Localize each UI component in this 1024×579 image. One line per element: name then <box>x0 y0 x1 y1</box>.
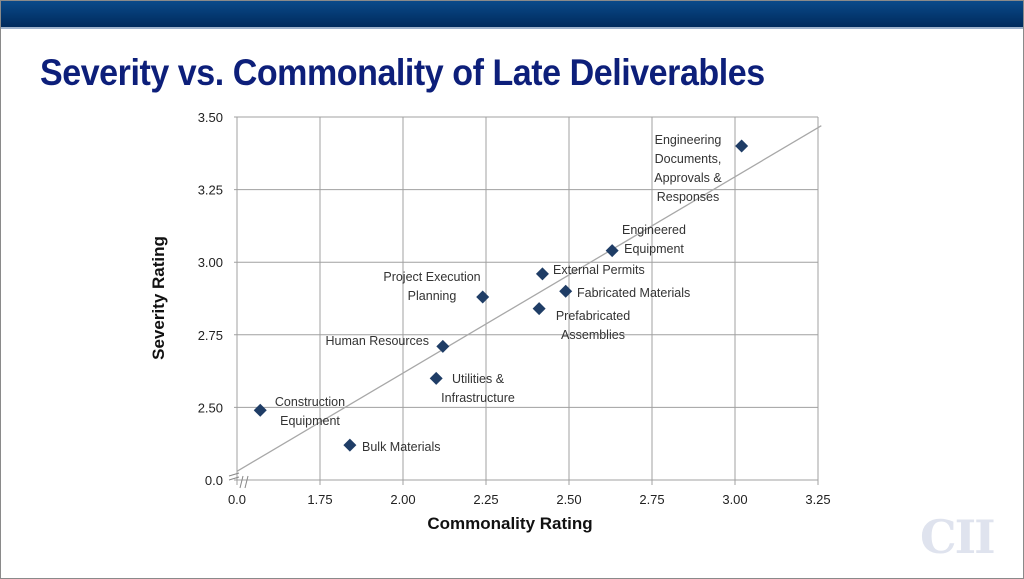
data-point-diamond <box>476 290 490 304</box>
data-label-line: Responses <box>657 190 720 204</box>
data-label-line: Construction <box>275 395 345 409</box>
y-tick-label: 3.00 <box>198 255 223 270</box>
data-label-line: Approvals & <box>654 171 722 185</box>
x-tick-label: 2.00 <box>390 492 415 507</box>
data-point-diamond <box>253 403 267 417</box>
x-tick-label: 2.75 <box>639 492 664 507</box>
data-label: Bulk Materials <box>362 440 441 454</box>
trendline <box>236 125 822 472</box>
y-tick-label: 2.50 <box>198 400 223 415</box>
data-point-diamond <box>532 302 546 316</box>
tick-labels: 0.0 1.75 2.00 2.25 2.50 2.75 3.00 3.25 0.0 2.50 2.… <box>198 110 831 507</box>
point-labels: Construction Equipment Bulk Materials Human… <box>275 133 722 454</box>
data-point-diamond <box>429 371 443 385</box>
data-label-line: Documents, <box>655 152 722 166</box>
header-bar <box>1 1 1023 29</box>
data-label-line: Human Resources <box>325 334 429 348</box>
data-label-line: Fabricated Materials <box>577 286 690 300</box>
y-tick-label: 3.25 <box>198 183 223 198</box>
data-label: Construction Equipment <box>275 395 345 428</box>
data-label-line: Equipment <box>280 414 340 428</box>
data-label: Prefabricated Assemblies <box>556 309 630 342</box>
data-label-line: Utilities & <box>452 372 505 386</box>
x-tick-label: 2.25 <box>473 492 498 507</box>
x-tick-label: 3.25 <box>805 492 830 507</box>
data-point-diamond <box>735 139 749 153</box>
data-label-line: Planning <box>408 289 457 303</box>
y-tick-label: 0.0 <box>205 473 223 488</box>
x-axis-title: Commonality Rating <box>427 514 592 533</box>
data-label-line: Project Execution <box>383 270 480 284</box>
y-tick-label: 3.50 <box>198 110 223 125</box>
axis-break-mark <box>228 472 249 489</box>
cii-logo: CII <box>920 510 996 564</box>
data-label-line: Bulk Materials <box>362 440 441 454</box>
data-label-line: Prefabricated <box>556 309 630 323</box>
points <box>253 139 749 452</box>
y-tick-label: 2.75 <box>198 328 223 343</box>
data-label-line: Assemblies <box>561 328 625 342</box>
data-label: Project Execution Planning <box>383 270 480 303</box>
data-label-line: External Permits <box>553 263 645 277</box>
data-point-diamond <box>559 284 573 298</box>
x-tick-label: 3.00 <box>722 492 747 507</box>
x-tick-label: 1.75 <box>307 492 332 507</box>
data-point-diamond <box>605 244 619 258</box>
data-label: Fabricated Materials <box>577 286 690 300</box>
x-tick-label: 2.50 <box>556 492 581 507</box>
data-point-diamond <box>535 267 549 281</box>
data-point-diamond <box>436 339 450 353</box>
data-label-line: Equipment <box>624 242 684 256</box>
data-label: External Permits <box>553 263 645 277</box>
slide-title: Severity vs. Commonality of Late Deliver… <box>40 52 765 93</box>
data-label-line: Engineered <box>622 223 686 237</box>
data-label-line: Engineering <box>655 133 722 147</box>
grid <box>228 116 819 489</box>
data-label: Utilities & Infrastructure <box>441 372 515 405</box>
data-label: Engineering Documents, Approvals & Response… <box>654 133 722 204</box>
data-point-diamond <box>343 438 357 452</box>
data-label: Engineered Equipment <box>622 223 686 256</box>
data-label-line: Infrastructure <box>441 391 515 405</box>
y-axis-title: Severity Rating <box>149 236 168 360</box>
x-tick-label: 0.0 <box>228 492 246 507</box>
data-label: Human Resources <box>325 334 429 348</box>
